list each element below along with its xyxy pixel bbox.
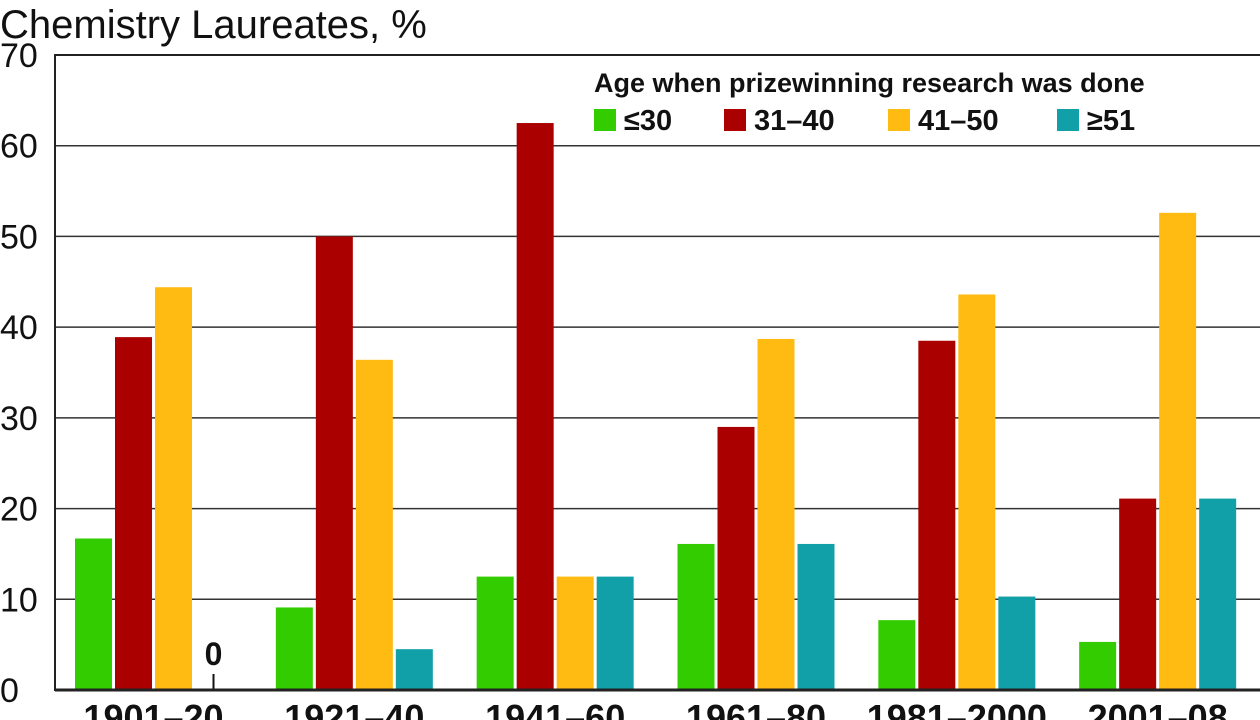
x-tick-label: 2001–08: [1088, 697, 1228, 720]
y-tick-label: 50: [0, 218, 38, 256]
bar: [717, 426, 755, 690]
legend-title: Age when prizewinning research was done: [594, 68, 1145, 98]
bar: [1159, 212, 1197, 691]
legend: Age when prizewinning research was done …: [594, 68, 1145, 137]
y-tick-label: 30: [0, 400, 38, 438]
bars: [75, 123, 1237, 691]
annotation-label: 0: [205, 636, 223, 672]
bar: [998, 596, 1036, 690]
bar: [1119, 498, 1157, 690]
bar: [315, 236, 353, 690]
bar: [155, 287, 192, 690]
y-tick-label: 20: [0, 491, 38, 529]
bar: [797, 543, 835, 690]
bar: [757, 338, 795, 690]
bar: [918, 340, 956, 690]
legend-label: 41–50: [918, 105, 999, 137]
x-tick-label: 1981–2000: [867, 697, 1047, 720]
bar: [878, 620, 916, 690]
legend-label: 31–40: [754, 105, 835, 137]
y-tick-label: 60: [0, 128, 38, 166]
legend-swatch: [888, 109, 910, 131]
chart-title: Chemistry Laureates, %: [0, 3, 427, 47]
y-tick-label: 40: [0, 309, 38, 347]
legend-label: ≤30: [624, 105, 672, 137]
bar: [275, 607, 313, 690]
bar: [476, 576, 514, 690]
bar: [677, 543, 715, 690]
x-tick-label: 1961–80: [686, 697, 826, 720]
x-tick-label: 1921–40: [284, 697, 424, 720]
bar: [958, 294, 996, 690]
bar: [516, 123, 554, 691]
bar: [1079, 641, 1117, 690]
annotations: 0: [205, 636, 223, 690]
y-tick-label: 10: [0, 581, 38, 619]
plot-frame: [54, 54, 1260, 691]
gridlines: [55, 144, 1260, 601]
x-axis-categories: 1901–20 1921–40 1941–60 1961–80 1981–2000 200…: [83, 697, 1227, 720]
y-tick-label: 70: [0, 37, 38, 75]
x-tick-label: 1901–20: [83, 697, 223, 720]
legend-swatch: [594, 109, 616, 131]
x-tick-label: 1941–60: [485, 697, 625, 720]
y-tick-label: 0: [0, 672, 19, 710]
y-axis-ticks: 0 10 20 30 40 50 60 70: [0, 37, 38, 710]
bar: [596, 576, 634, 690]
bar: [395, 649, 433, 690]
bar: [355, 359, 393, 690]
legend-swatch: [724, 109, 746, 131]
bar: [115, 337, 152, 690]
legend-label: ≥51: [1087, 105, 1135, 137]
legend-swatch: [1057, 109, 1079, 131]
bar: [556, 576, 594, 690]
bar: [75, 538, 112, 690]
bar: [1199, 498, 1237, 690]
